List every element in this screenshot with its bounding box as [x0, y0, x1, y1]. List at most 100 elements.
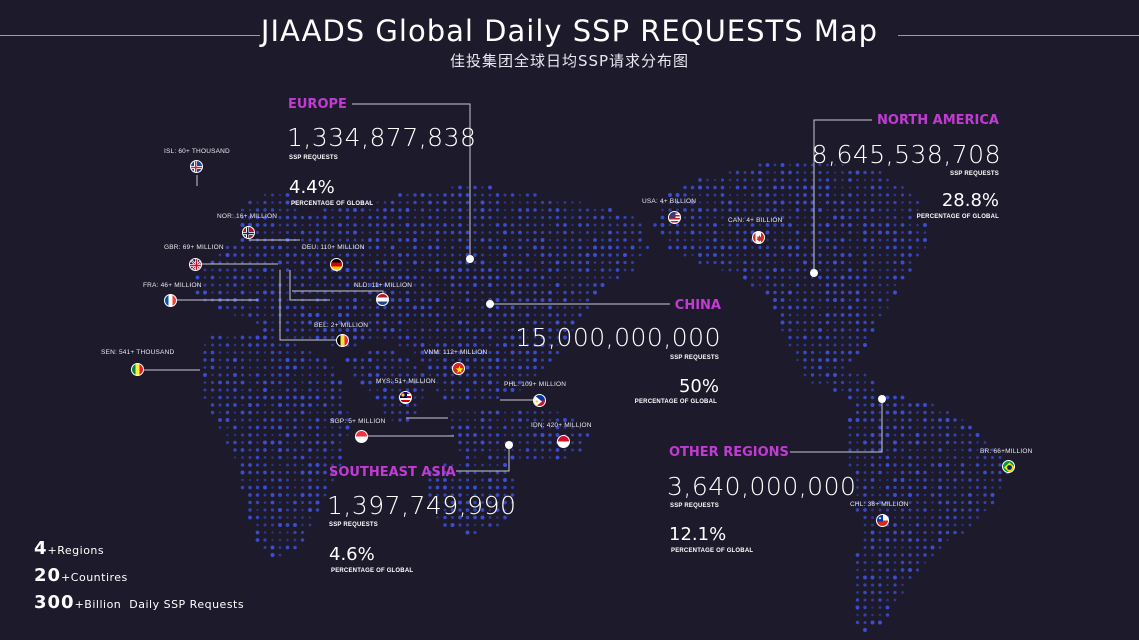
map-dot	[871, 268, 874, 272]
map-dot	[886, 268, 889, 272]
map-dot	[540, 358, 545, 362]
map-dot	[413, 351, 417, 354]
map-dot	[908, 560, 912, 565]
map-dot	[728, 186, 732, 189]
map-dot	[345, 268, 350, 272]
map-dot	[510, 418, 515, 422]
map-dot	[923, 530, 927, 535]
map-dot	[293, 471, 297, 474]
map-dot	[375, 395, 380, 400]
map-dot	[293, 381, 297, 384]
map-dot	[968, 463, 972, 467]
map-dot	[863, 268, 867, 272]
map-dot	[878, 291, 882, 294]
map-dot	[818, 193, 822, 197]
map-dot	[270, 425, 275, 430]
map-dot	[278, 208, 282, 212]
map-dot	[398, 283, 402, 287]
map-dot	[743, 230, 747, 235]
map-dot	[210, 275, 215, 280]
map-dot	[533, 365, 537, 370]
map-dot	[856, 268, 859, 272]
map-dot	[248, 358, 252, 362]
map-dot	[555, 283, 560, 287]
map-dot	[878, 486, 882, 489]
map-dot	[391, 253, 394, 257]
map-dot	[518, 335, 522, 340]
map-dot	[503, 201, 507, 204]
map-dot	[518, 260, 522, 265]
map-dot	[848, 358, 852, 362]
map-dot	[818, 238, 822, 242]
map-dot	[405, 335, 410, 340]
br-label: BR: 66+MILLION	[980, 448, 1033, 455]
map-dot	[848, 208, 852, 212]
map-dot	[601, 231, 604, 234]
map-dot	[893, 223, 897, 227]
map-dot	[555, 268, 560, 272]
map-dot	[631, 268, 634, 272]
map-dot	[465, 365, 470, 370]
map-dot	[255, 208, 260, 212]
map-dot	[308, 485, 312, 490]
map-dot	[885, 433, 890, 437]
map-dot	[481, 283, 484, 287]
map-dot	[825, 185, 830, 190]
map-dot	[301, 223, 304, 227]
map-dot	[946, 538, 949, 542]
map-dot	[683, 223, 687, 227]
map-dot	[443, 523, 447, 527]
map-dot	[293, 530, 297, 535]
map-dot	[781, 253, 784, 257]
map-dot	[278, 260, 282, 265]
map-dot	[270, 418, 275, 422]
map-dot	[840, 260, 845, 265]
stat-regions: 4+Regions	[34, 538, 104, 559]
map-dot	[571, 276, 574, 279]
map-dot	[293, 516, 297, 519]
map-dot	[481, 463, 484, 467]
map-dot	[541, 306, 544, 309]
map-dot	[300, 275, 305, 280]
map-dot	[263, 425, 267, 430]
map-dot	[856, 373, 859, 377]
map-dot	[915, 478, 920, 482]
map-dot	[458, 470, 462, 475]
map-dot	[780, 290, 785, 295]
map-dot	[886, 598, 889, 602]
map-dot	[255, 253, 260, 257]
map-dot	[406, 201, 409, 204]
map-dot	[916, 531, 919, 534]
map-dot	[270, 373, 275, 377]
map-dot	[405, 208, 410, 212]
map-dot	[803, 276, 807, 279]
map-dot	[473, 246, 477, 249]
map-dot	[428, 305, 432, 310]
map-dot	[451, 478, 454, 482]
map-dot	[436, 306, 439, 309]
map-dot	[255, 530, 260, 535]
map-dot	[908, 485, 912, 490]
map-dot	[878, 613, 882, 617]
map-dot	[578, 223, 582, 227]
map-dot	[623, 223, 627, 227]
map-dot	[931, 508, 934, 512]
map-dot	[398, 328, 402, 332]
map-dot	[878, 456, 882, 459]
map-dot	[728, 253, 732, 257]
map-dot	[841, 246, 844, 249]
map-dot	[398, 411, 402, 414]
map-dot	[443, 358, 447, 362]
map-dot	[901, 523, 904, 527]
map-dot	[833, 373, 837, 377]
map-dot	[308, 215, 312, 220]
map-dot	[855, 208, 860, 212]
map-dot	[241, 351, 244, 354]
map-dot	[331, 283, 334, 287]
map-dot	[368, 215, 372, 220]
map-dot	[886, 186, 889, 189]
map-dot	[338, 448, 342, 452]
map-dot	[428, 253, 432, 257]
map-dot	[458, 260, 462, 265]
map-dot	[526, 418, 529, 422]
